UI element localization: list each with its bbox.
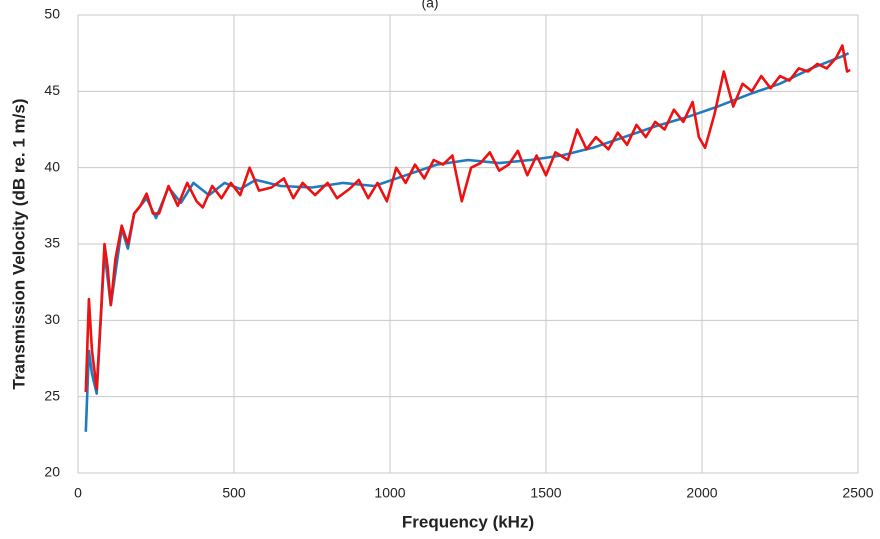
y-tick-label: 25 (44, 387, 60, 403)
series-line (84, 44, 851, 393)
y-tick-label: 20 (44, 464, 60, 480)
y-tick-label: 45 (44, 82, 60, 98)
x-tick-label: 1500 (530, 485, 561, 501)
x-tick-label: 1000 (374, 485, 405, 501)
y-axis-title: Transmission Velocity (dB re. 1 m/s) (9, 99, 28, 390)
chart-title: (a) (421, 0, 438, 11)
y-tick-label: 50 (44, 6, 60, 22)
x-tick-label: 500 (222, 485, 246, 501)
y-tick-label: 30 (44, 311, 60, 327)
x-tick-label: 2000 (686, 485, 717, 501)
x-axis-title: Frequency (kHz) (402, 512, 534, 531)
x-tick-label: 2500 (842, 485, 873, 501)
y-tick-label: 35 (44, 235, 60, 251)
x-tick-label: 0 (74, 485, 82, 501)
series-line (84, 52, 850, 432)
y-tick-label: 40 (44, 158, 60, 174)
